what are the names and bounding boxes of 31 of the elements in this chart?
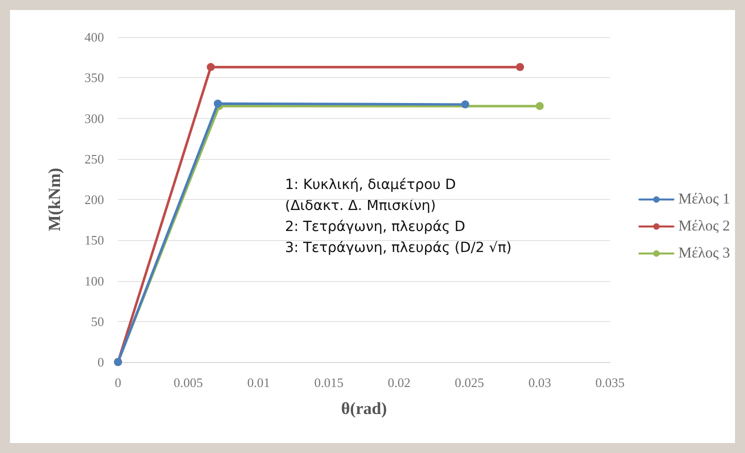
y-tick-label: 400 [84,30,104,44]
x-tick-label: 0.015 [314,375,344,390]
annotation: 2: Τετράγωνη, πλευράς D [285,219,466,235]
y-tick-label: 0 [98,354,104,370]
point [536,102,544,110]
y-tick-label: 350 [84,70,104,86]
point [516,63,524,72]
x-tick-label: 0.03 [528,375,552,390]
legend-label: Μέλος 3 [678,246,730,262]
y-tick-label: 50 [91,314,104,329]
y-tick-label: 100 [84,273,104,288]
annotation: 3: Τετράγωνη, πλευράς (D/2 √π) [285,240,512,256]
point [461,100,470,108]
legend-label: Μέλος 2 [678,218,730,234]
x-tick-label: 0.02 [388,375,411,390]
x-tick-label: 0.005 [174,375,203,390]
y-tick-label: 300 [84,110,104,126]
x-tick-label: 0.01 [247,375,270,390]
x-tick-label: 0.035 [595,375,625,390]
x-axis-title: θ(rad) [341,399,387,418]
y-tick-label: 200 [84,192,104,207]
y-axis-title: M(kNm) [45,168,64,232]
point [214,100,222,108]
annotation: 1: Κυκλική, διαμέτρου D [285,177,456,193]
annotation: (Διδακτ. Δ. Μπισκίνη) [285,198,436,214]
y-tick-label: 250 [84,151,104,166]
x-tick-label: 0.025 [454,375,484,390]
x-tick-label: 0 [114,375,122,390]
legend-label: Μέλος 1 [678,192,730,208]
y-tick-label: 150 [84,232,104,248]
point [206,63,215,72]
